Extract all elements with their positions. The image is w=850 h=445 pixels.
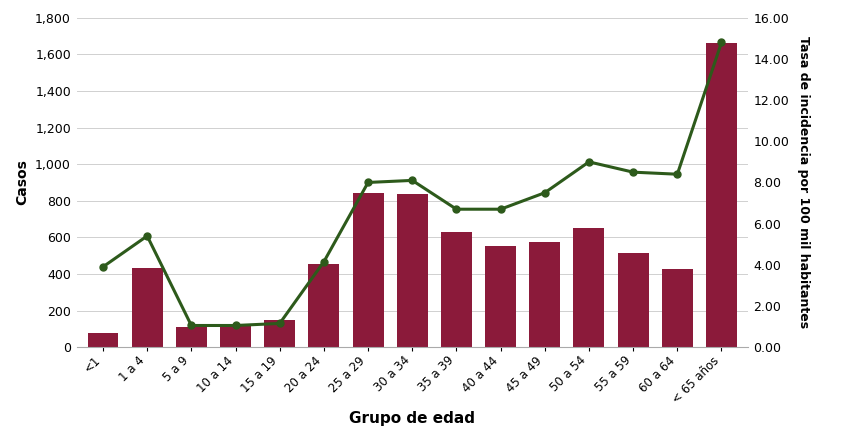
Bar (220, 326, 251, 347)
Bar (706, 44, 737, 347)
Bar (485, 247, 516, 347)
Bar (441, 232, 472, 347)
Bar (132, 268, 162, 347)
X-axis label: Grupo de edad: Grupo de edad (349, 411, 475, 426)
Y-axis label: Casos: Casos (15, 159, 30, 206)
Bar (176, 327, 207, 347)
Bar (662, 269, 693, 347)
Bar (88, 333, 118, 347)
Y-axis label: Tasa de incidencia por 100 mil habitantes: Tasa de incidencia por 100 mil habitante… (797, 36, 810, 328)
Bar (353, 193, 383, 347)
Bar (264, 320, 295, 347)
Bar (574, 228, 604, 347)
Bar (309, 264, 339, 347)
Bar (530, 242, 560, 347)
Bar (618, 253, 649, 347)
Bar (397, 194, 428, 347)
